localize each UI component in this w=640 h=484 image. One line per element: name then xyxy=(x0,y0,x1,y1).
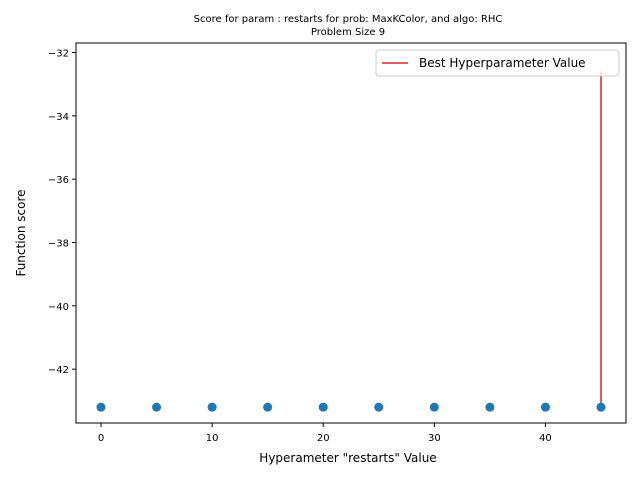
y-tick-label: −32 xyxy=(48,49,69,60)
chart-title-line1: Score for param : restarts for prob: Max… xyxy=(194,14,503,25)
legend-box xyxy=(375,49,620,77)
scatter-point xyxy=(318,402,328,412)
scatter-point xyxy=(152,402,162,412)
y-tick-label: −40 xyxy=(48,302,69,313)
plot-marks xyxy=(96,71,606,412)
scatter-point xyxy=(96,402,106,412)
legend: Best Hyperparameter Value xyxy=(375,49,620,77)
scatter-point xyxy=(540,402,550,412)
scatter-point xyxy=(596,402,606,412)
y-tick-label: −38 xyxy=(48,239,69,250)
x-tick-label: 30 xyxy=(428,433,441,444)
chart-title-line2: Problem Size 9 xyxy=(311,27,385,38)
scatter-point xyxy=(207,402,217,412)
plot-area-frame xyxy=(75,42,627,424)
legend-label: Best Hyperparameter Value xyxy=(419,56,586,70)
scatter-point xyxy=(374,402,384,412)
x-tick-label: 40 xyxy=(539,433,552,444)
x-axis-label: Hyperameter "restarts" Value xyxy=(259,451,436,465)
y-axis-label: Function score xyxy=(14,189,28,276)
scatter-point xyxy=(485,402,495,412)
scatter-point xyxy=(263,402,273,412)
y-axis-ticks: −42 −40 −38 −36 −34 −32 xyxy=(48,49,76,376)
x-axis-ticks: 0 10 20 30 40 xyxy=(98,423,552,444)
y-tick-label: −36 xyxy=(48,175,69,186)
y-tick-label: −42 xyxy=(48,365,69,376)
x-tick-label: 10 xyxy=(206,433,219,444)
x-tick-label: 0 xyxy=(98,433,104,444)
y-tick-label: −34 xyxy=(48,112,69,123)
x-tick-label: 20 xyxy=(317,433,330,444)
scatter-point xyxy=(429,402,439,412)
